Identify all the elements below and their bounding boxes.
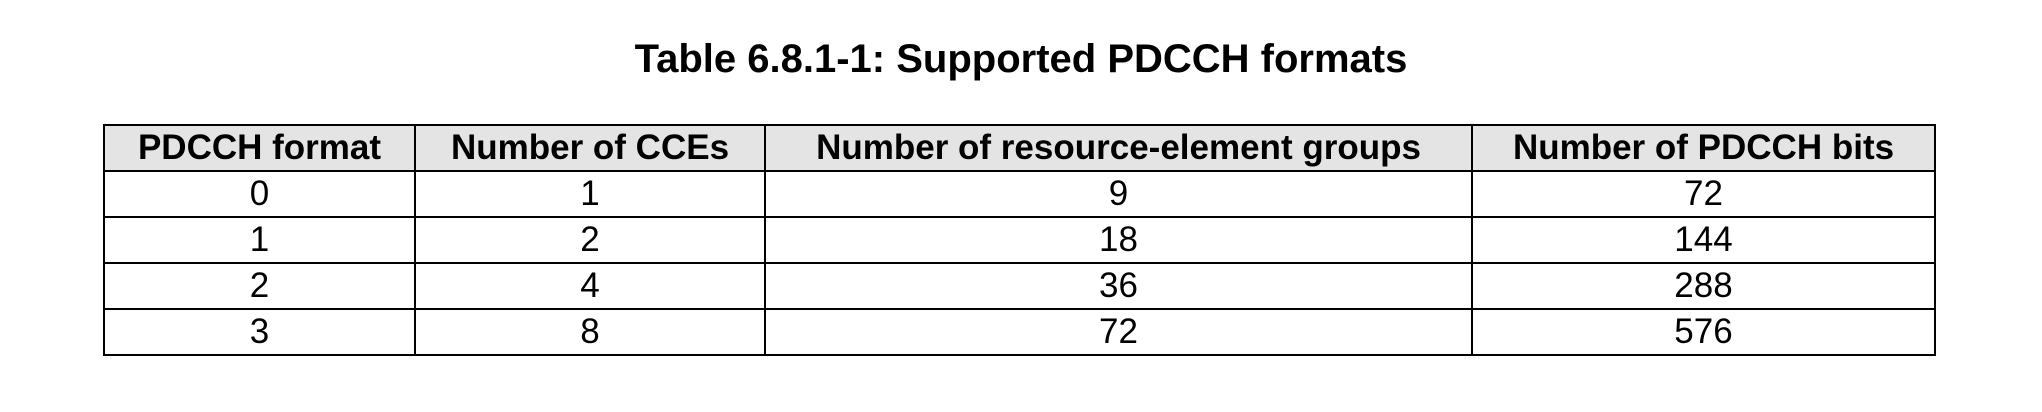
table-row: 0 1 9 72: [103, 170, 1936, 218]
cell-number-of-pdcch-bits: 288: [1471, 262, 1936, 310]
cell-number-of-pdcch-bits: 576: [1471, 308, 1936, 356]
table-row: 2 4 36 288: [103, 262, 1936, 310]
cell-number-of-reg: 36: [764, 262, 1473, 310]
table-caption: Table 6.8.1-1: Supported PDCCH formats: [634, 37, 1408, 81]
cell-number-of-cces: 1: [414, 170, 766, 218]
cell-pdcch-format: 1: [103, 216, 416, 264]
cell-number-of-reg: 72: [764, 308, 1473, 356]
table-row: 1 2 18 144: [103, 216, 1936, 264]
table-row: 3 8 72 576: [103, 308, 1936, 356]
cell-pdcch-format: 0: [103, 170, 416, 218]
pdcch-formats-table: PDCCH format Number of CCEs Number of re…: [103, 124, 1936, 356]
cell-number-of-reg: 18: [764, 216, 1473, 264]
header-row: PDCCH format Number of CCEs Number of re…: [103, 124, 1936, 172]
header-number-of-reg: Number of resource-element groups: [764, 124, 1473, 172]
cell-number-of-pdcch-bits: 144: [1471, 216, 1936, 264]
cell-pdcch-format: 3: [103, 308, 416, 356]
cell-pdcch-format: 2: [103, 262, 416, 310]
header-number-of-pdcch-bits: Number of PDCCH bits: [1471, 124, 1936, 172]
cell-number-of-cces: 2: [414, 216, 766, 264]
cell-number-of-reg: 9: [764, 170, 1473, 218]
header-number-of-cces: Number of CCEs: [414, 124, 766, 172]
cell-number-of-cces: 4: [414, 262, 766, 310]
cell-number-of-pdcch-bits: 72: [1471, 170, 1936, 218]
cell-number-of-cces: 8: [414, 308, 766, 356]
header-pdcch-format: PDCCH format: [103, 124, 416, 172]
